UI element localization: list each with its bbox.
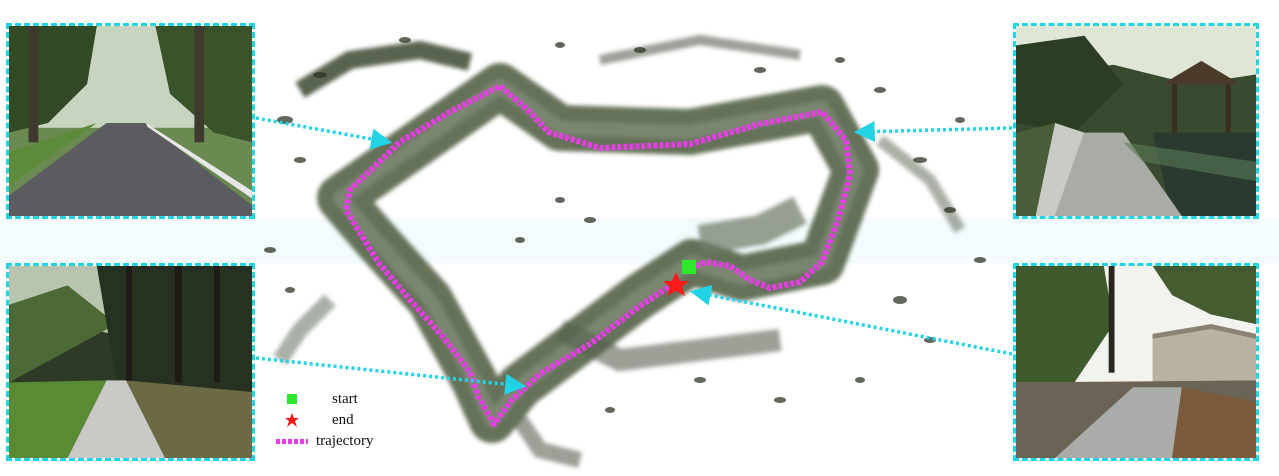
legend-item-end: end bbox=[276, 409, 354, 431]
callout-arrow-top-right bbox=[853, 121, 1013, 143]
legend-item-start: start bbox=[276, 388, 358, 410]
road-view bbox=[6, 23, 255, 219]
legend-label-start: start bbox=[332, 390, 358, 407]
forest-path-view bbox=[6, 263, 255, 461]
legend-label-trajectory: trajectory bbox=[316, 432, 374, 449]
legend: start end trajectory bbox=[276, 388, 406, 468]
start-marker bbox=[682, 260, 696, 274]
end-marker bbox=[663, 272, 689, 296]
trajectory-path bbox=[343, 83, 853, 427]
foliage-points bbox=[264, 37, 986, 413]
legend-item-trajectory: trajectory bbox=[276, 430, 373, 452]
callout-arrow-bottom-left bbox=[255, 356, 527, 395]
background-band-top bbox=[0, 218, 1279, 263]
legend-label-end: end bbox=[332, 411, 354, 428]
callout-arrow-top-left bbox=[255, 116, 393, 150]
bridge-pavilion-view bbox=[1013, 23, 1259, 219]
end-star-icon bbox=[276, 409, 308, 431]
trajectory-line-icon bbox=[276, 430, 308, 452]
start-square-icon bbox=[276, 388, 308, 410]
greenhouse-path-view bbox=[1013, 263, 1259, 461]
